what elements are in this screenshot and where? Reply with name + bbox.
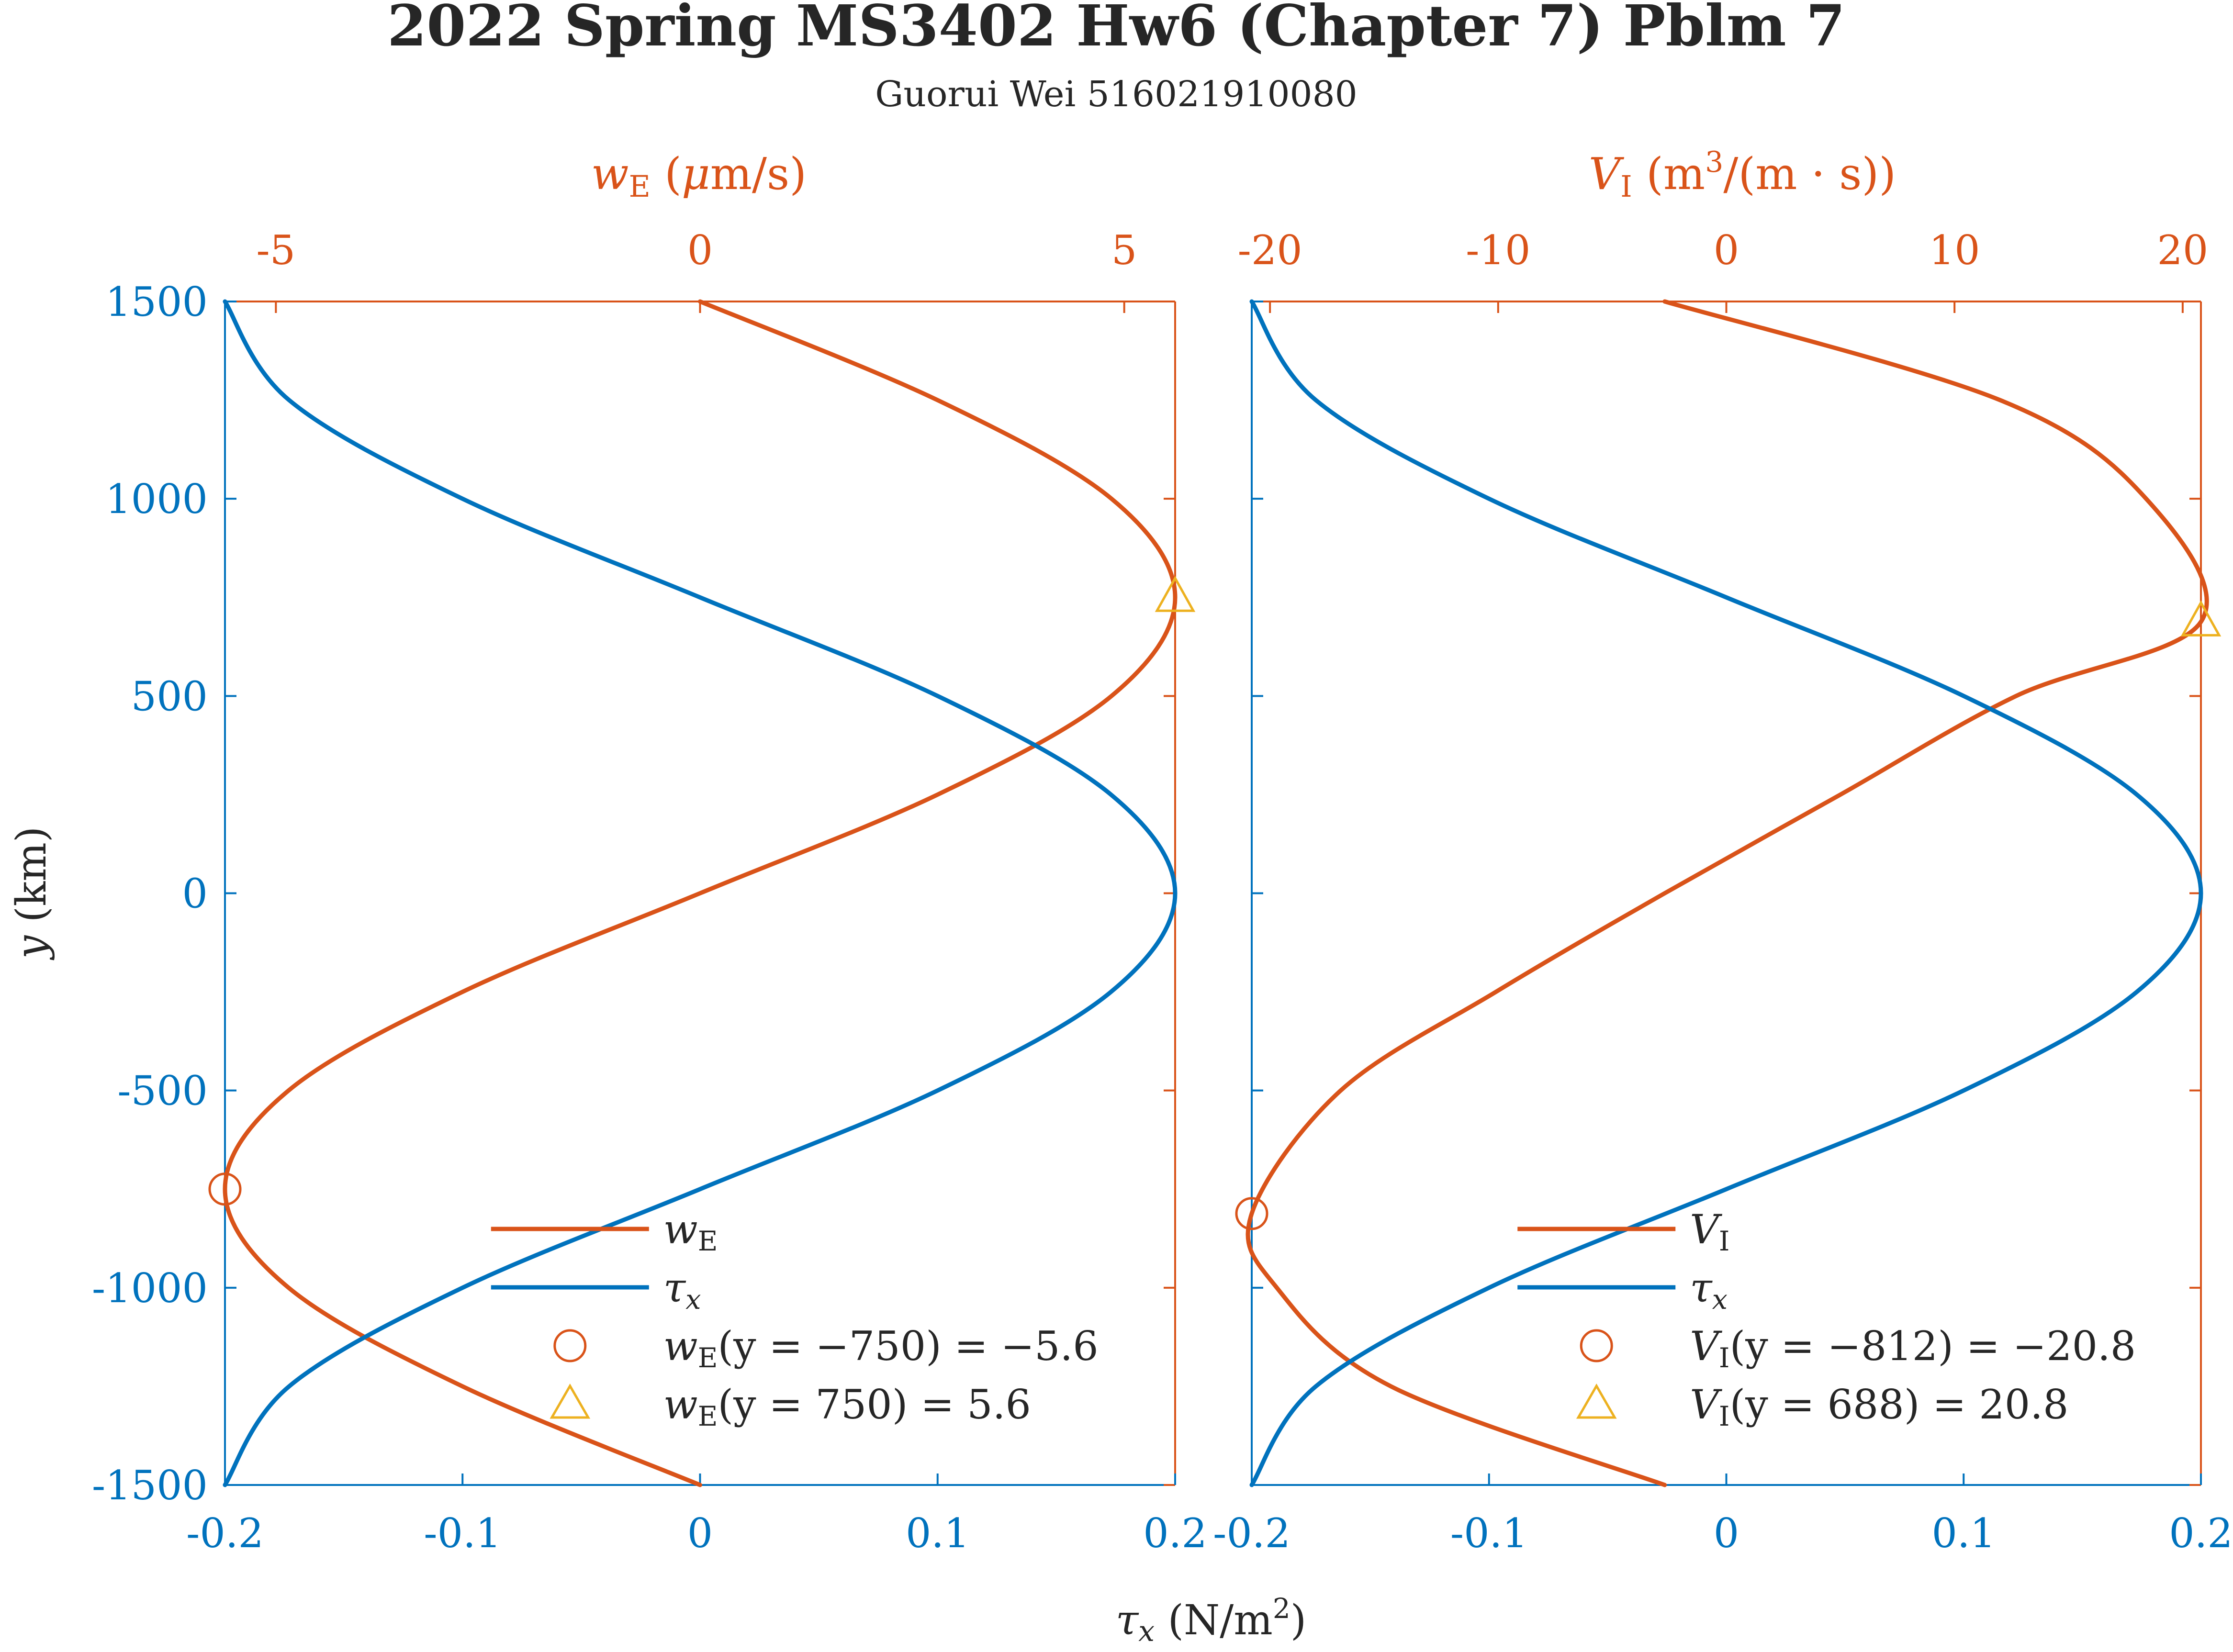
top-x-tick-label: 0: [687, 227, 713, 274]
legend-min-marker: [553, 1329, 587, 1362]
legend-min-marker: [1580, 1329, 1613, 1362]
bottom-x-tick-label: -0.2: [1213, 1510, 1290, 1557]
top-x-tick-label: 10: [1929, 227, 1980, 274]
top-x-tick-label: -5: [256, 227, 295, 274]
panel-right: -0.2 -0.1 0 0.1 0.2 -20 -10 0 10 20 VI τx VI(y = −81…: [1213, 227, 2233, 1557]
legend-max-marker: [1576, 1383, 1617, 1419]
max-marker: [1155, 576, 1196, 612]
legend-label-tau: τx: [1690, 1264, 1728, 1316]
bottom-x-tick-label: 0: [687, 1510, 713, 1557]
bottom-x-tick-label: -0.1: [1450, 1510, 1528, 1557]
legend-label-tau: τx: [663, 1264, 701, 1316]
legend-label-top-series: VI: [1690, 1206, 1729, 1257]
chart-title: 2022 Spring MS3402 Hw6 (Chapter 7) Pblm …: [387, 0, 1845, 59]
series-line-top: [1246, 299, 2209, 1487]
legend-label-min: wE(y = −750) = −5.6: [663, 1323, 1099, 1374]
legend-label-max: VI(y = 688) = 20.8: [1690, 1381, 2068, 1432]
bottom-x-tick-label: 0: [1714, 1510, 1739, 1557]
legend-label-top-series: wE: [663, 1206, 718, 1257]
top-x-tick-label: -20: [1237, 227, 1302, 274]
y-tick-label: -500: [117, 1068, 208, 1115]
bottom-x-tick-label: 0.1: [906, 1510, 970, 1557]
series-line-tau: [223, 299, 1178, 1487]
y-tick-label: 0: [182, 871, 208, 917]
bottom-x-axis-label: τx (N/m2): [1116, 1592, 1307, 1648]
top-x-tick-label: 0: [1714, 227, 1739, 274]
y-axis-label: y (km): [8, 826, 56, 961]
legend: VI τx VI(y = −812) = −20.8 VI(y = 688) = 20…: [1517, 1206, 2136, 1432]
y-tick-label: 1000: [105, 476, 208, 523]
left-top-axis-label: wE (μm/s): [591, 148, 807, 204]
series-line-tau: [1249, 299, 2203, 1487]
chart-subtitle: Guorui Wei 516021910080: [875, 74, 1358, 115]
panel-left: 1500 1000 500 0 -500 -1000 -1500-0.2 -0.1 0 0.1 0.…: [92, 227, 1207, 1557]
bottom-x-tick-label: 0.2: [1143, 1510, 1207, 1557]
legend: wE τx wE(y = −750) = −5.6 wE(y = 750) = 5.6: [491, 1206, 1099, 1432]
top-x-tick-label: 5: [1111, 227, 1137, 274]
y-tick-label: -1000: [92, 1265, 208, 1312]
min-marker: [208, 1172, 242, 1206]
bottom-x-tick-label: -0.1: [424, 1510, 501, 1557]
y-tick-label: 1500: [105, 279, 208, 325]
min-marker: [1235, 1197, 1268, 1230]
top-x-tick-label: -10: [1466, 227, 1530, 274]
right-top-axis-label: VI (m3/(m · s)): [1589, 145, 1896, 204]
legend-label-min: VI(y = −812) = −20.8: [1690, 1323, 2136, 1374]
bottom-x-tick-label: 0.2: [2169, 1510, 2233, 1557]
bottom-x-tick-label: 0.1: [1931, 1510, 1996, 1557]
y-tick-label: -1500: [92, 1462, 208, 1509]
legend-max-marker: [550, 1383, 591, 1419]
top-x-tick-label: 20: [2157, 227, 2208, 274]
legend-label-max: wE(y = 750) = 5.6: [663, 1381, 1031, 1432]
bottom-x-tick-label: -0.2: [186, 1510, 264, 1557]
max-marker: [2180, 600, 2222, 636]
y-tick-label: 500: [131, 673, 208, 720]
series-line-top: [223, 299, 1178, 1487]
